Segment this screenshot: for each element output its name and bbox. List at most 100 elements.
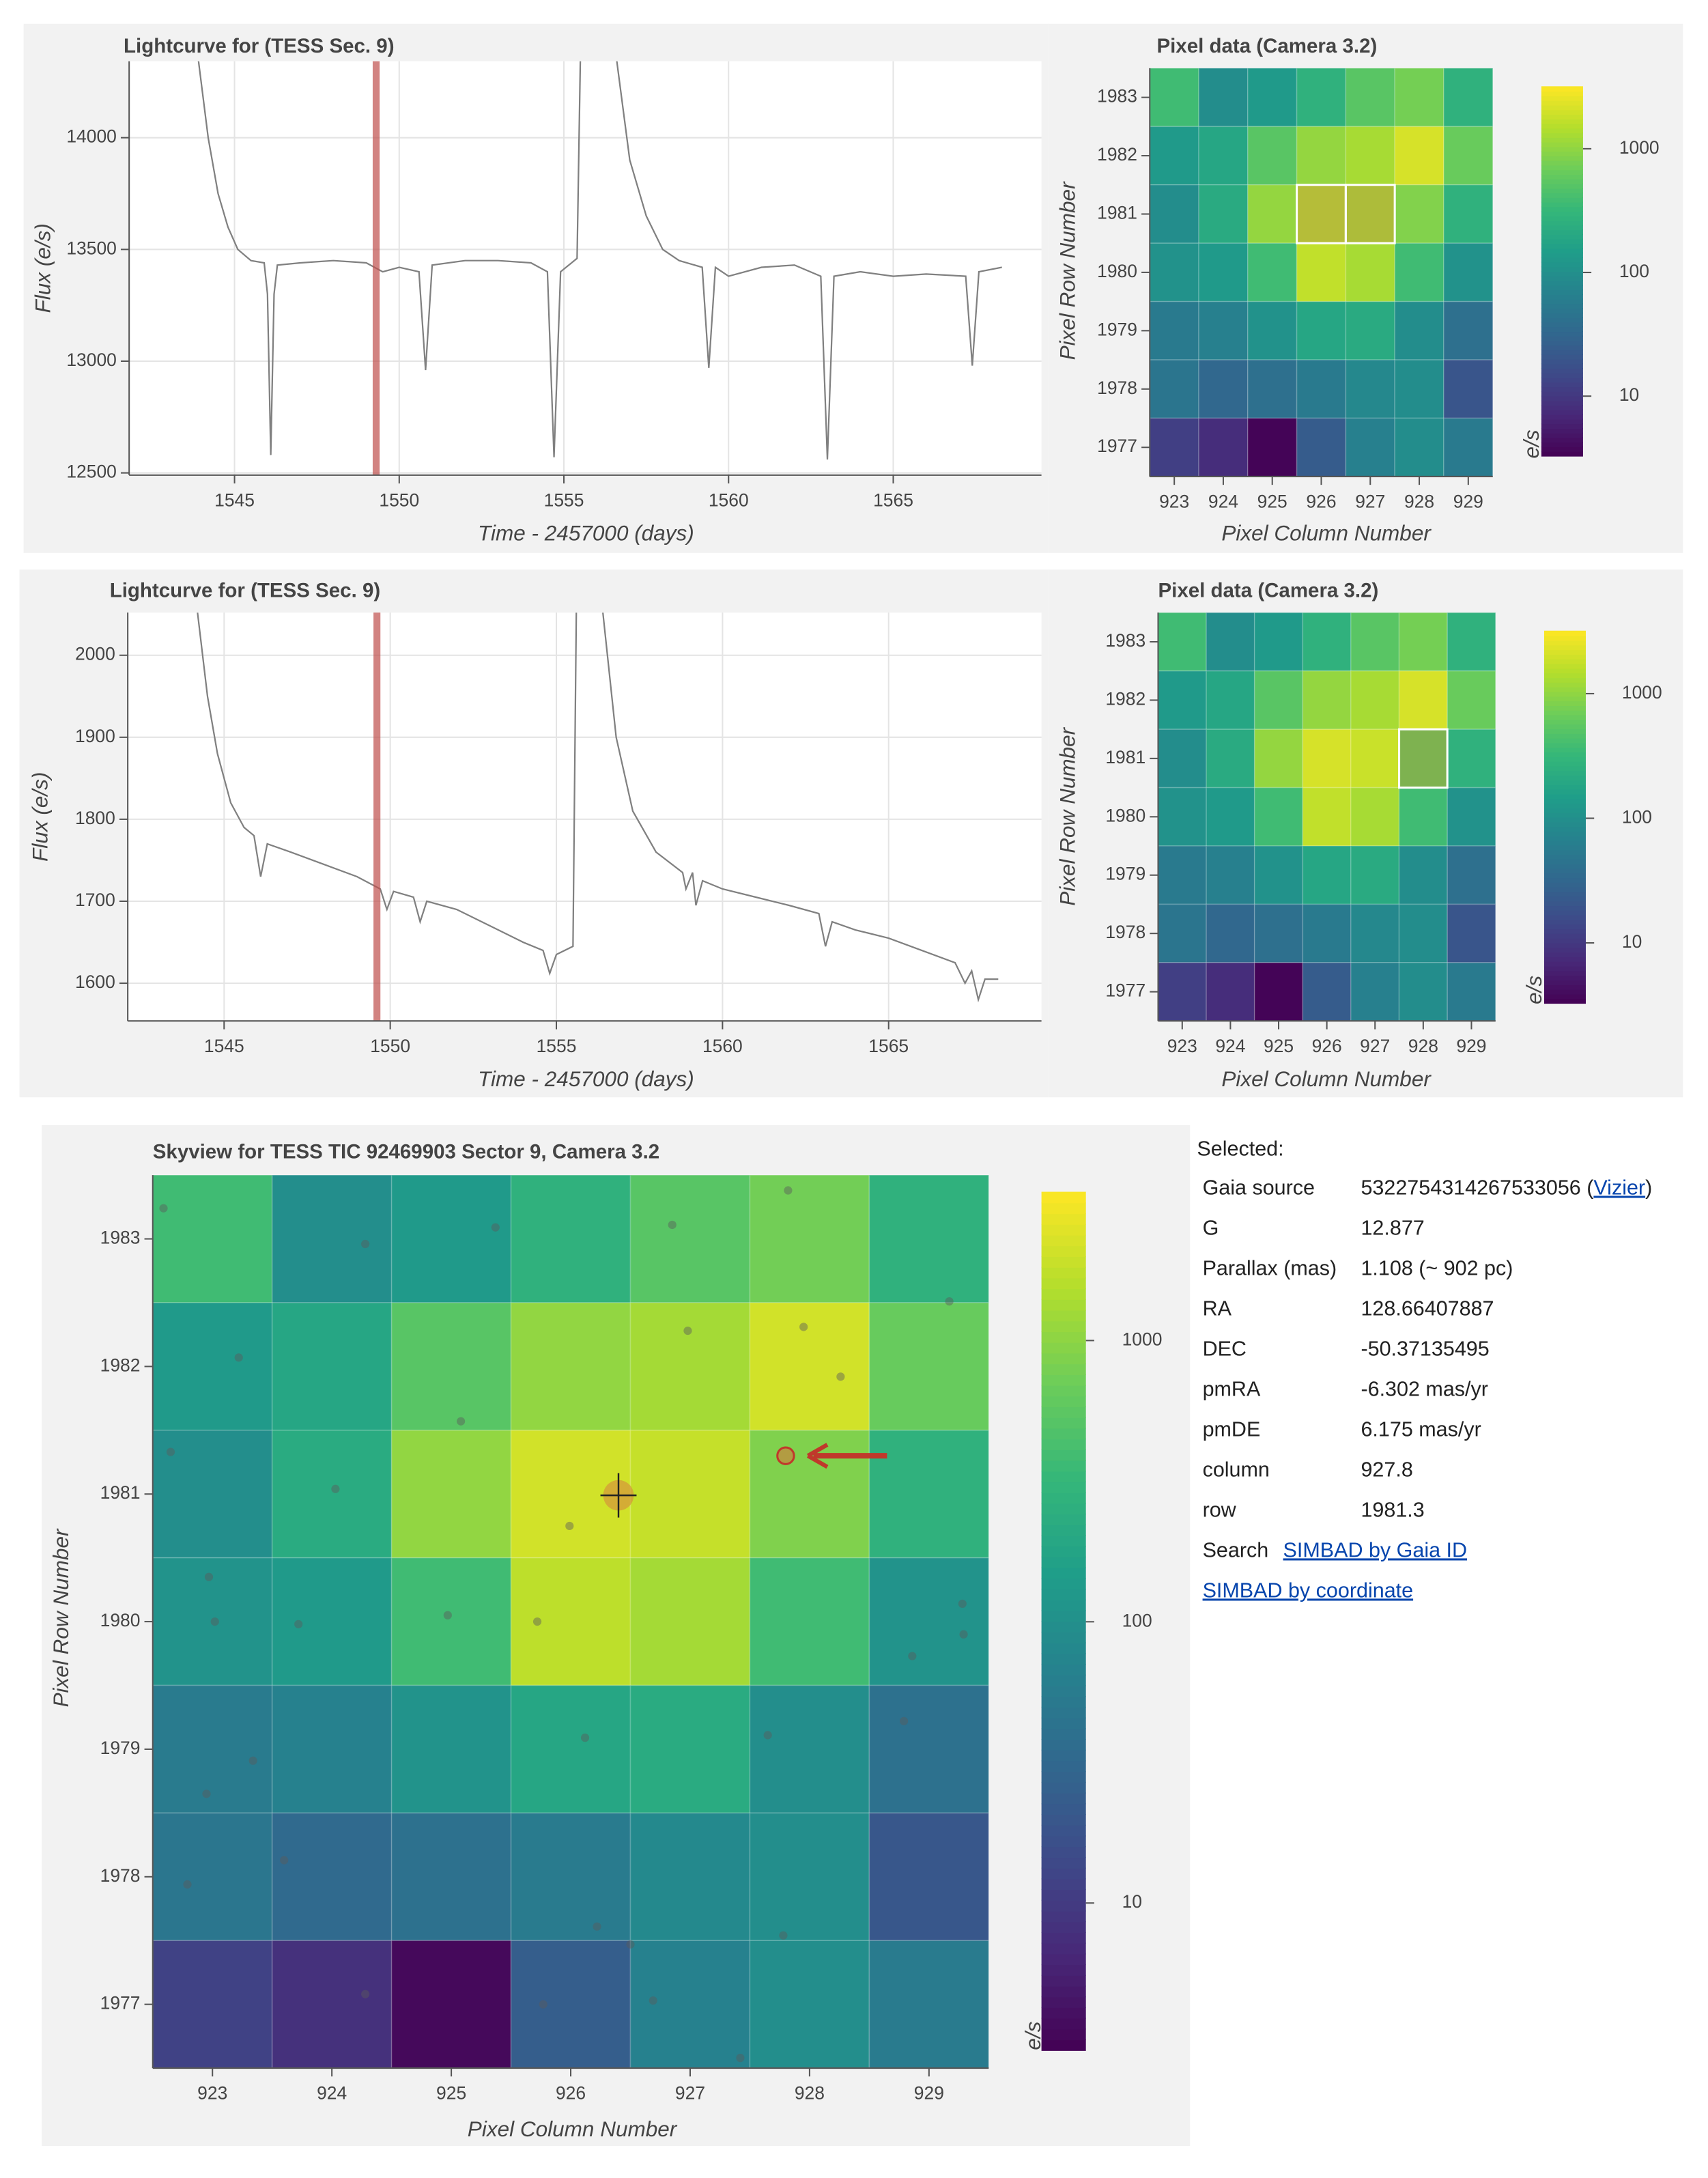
colorbar-step — [1041, 1653, 1086, 1665]
info-value: 1.108 (~ 902 pc) — [1361, 1257, 1513, 1280]
colorbar-step — [1041, 1889, 1086, 1901]
pixel — [1157, 903, 1207, 963]
colorbar-step — [1541, 169, 1583, 175]
colorbar-step — [1541, 118, 1583, 124]
colorbar-step — [1541, 220, 1583, 226]
colorbar-step — [1041, 1288, 1086, 1300]
colorbar-tick-label: 1000 — [1619, 137, 1660, 158]
pixel — [868, 1684, 990, 1814]
star — [779, 1931, 788, 1940]
colorbar-step — [1541, 123, 1583, 129]
pixel — [1198, 417, 1249, 477]
colorbar-step — [1543, 774, 1586, 781]
colorbar-step — [1541, 330, 1583, 337]
colorbar-step — [1543, 686, 1586, 692]
colorbar-step — [1543, 630, 1586, 636]
colorbar-step — [1543, 668, 1586, 674]
colorbar-step — [1541, 442, 1583, 448]
colorbar-step — [1041, 1631, 1086, 1643]
colorbar-step — [1543, 900, 1586, 907]
pixel — [868, 1174, 990, 1303]
simbad-link[interactable]: SIMBAD by Gaia ID — [1283, 1538, 1468, 1561]
x-tick-label: 928 — [1404, 492, 1434, 512]
colorbar-step — [1041, 1503, 1086, 1515]
pixel — [1247, 126, 1298, 186]
y-tick-label: 1981 — [1097, 202, 1137, 223]
x-tick-label: 1550 — [370, 1036, 410, 1056]
pixel — [1198, 184, 1249, 244]
colorbar-step — [1541, 151, 1583, 157]
colorbar-step — [1543, 821, 1586, 828]
colorbar-step — [1541, 423, 1583, 429]
colorbar-step — [1041, 1642, 1086, 1654]
colorbar-step — [1541, 229, 1583, 235]
colorbar-step — [1541, 206, 1583, 212]
x-axis-label: Time - 2457000 (days) — [478, 1066, 694, 1091]
colorbar-step — [1543, 947, 1586, 953]
colorbar-step — [1541, 238, 1583, 244]
colorbar-step — [1543, 877, 1586, 883]
colorbar-step — [1543, 696, 1586, 702]
colorbar-step — [1041, 1331, 1086, 1343]
pixel — [629, 1302, 751, 1431]
x-tick-label: 929 — [1453, 492, 1483, 512]
colorbar-step — [1041, 1396, 1086, 1408]
simbad-link[interactable]: SIMBAD by coordinate — [1203, 1579, 1414, 1602]
x-tick-label: 927 — [1360, 1036, 1390, 1056]
pixel — [1157, 962, 1207, 1022]
colorbar-step — [1041, 1310, 1086, 1322]
pixel — [1350, 612, 1400, 672]
colorbar-step — [1041, 1824, 1086, 1837]
info-value: -50.37135495 — [1361, 1337, 1489, 1360]
colorbar-step — [1041, 1696, 1086, 1708]
colorbar-step — [1041, 1438, 1086, 1450]
colorbar-tick-label: 1000 — [1122, 1329, 1163, 1349]
star — [900, 1716, 909, 1725]
colorbar-step — [1041, 1191, 1086, 1204]
y-tick-label: 1983 — [1097, 86, 1137, 107]
x-tick-label: 1555 — [537, 1036, 577, 1056]
y-tick-label: 1982 — [100, 1355, 141, 1375]
vizier-link[interactable]: Vizier — [1593, 1176, 1645, 1200]
colorbar-step — [1041, 1363, 1086, 1375]
star — [908, 1652, 917, 1660]
x-tick-label: 1560 — [702, 1036, 743, 1056]
colorbar-step — [1543, 909, 1586, 916]
colorbar-step — [1541, 270, 1583, 277]
star — [959, 1630, 968, 1639]
pixel — [271, 1430, 393, 1559]
colorbar-step — [1543, 979, 1586, 985]
colorbar-step — [1541, 326, 1583, 333]
colorbar-step — [1541, 183, 1583, 189]
colorbar-step — [1543, 868, 1586, 874]
colorbar-step — [1041, 1342, 1086, 1354]
info-label: RA — [1203, 1297, 1232, 1320]
y-axis-label: Flux (e/s) — [30, 223, 55, 313]
colorbar-step — [1041, 1578, 1086, 1590]
colorbar-step — [1543, 830, 1586, 836]
pixel — [1345, 126, 1395, 186]
colorbar-label: e/s — [1021, 2021, 1045, 2050]
colorbar-step — [1543, 640, 1586, 646]
info-label: Gaia source — [1203, 1176, 1315, 1200]
pixel — [152, 1557, 273, 1686]
colorbar-step — [1541, 372, 1583, 378]
chart-title: Skyview for TESS TIC 92469903 Sector 9, … — [153, 1140, 659, 1163]
pixel — [1206, 962, 1255, 1022]
colorbar-step — [1041, 1749, 1086, 1762]
y-tick-label: 1978 — [1097, 378, 1137, 398]
colorbar-step — [1543, 845, 1586, 851]
pixel — [1394, 359, 1444, 419]
pixel — [152, 1812, 273, 1942]
colorbar-step — [1541, 354, 1583, 360]
pixel — [271, 1684, 393, 1814]
star — [784, 1186, 793, 1195]
colorbar-step — [1543, 956, 1586, 962]
colorbar-step — [1041, 1428, 1086, 1440]
colorbar-step — [1041, 1385, 1086, 1397]
colorbar-label: e/s — [1522, 976, 1546, 1004]
star — [565, 1521, 574, 1531]
colorbar-step — [1041, 1942, 1086, 1955]
pixel — [1443, 184, 1494, 244]
pixel — [1198, 126, 1249, 186]
